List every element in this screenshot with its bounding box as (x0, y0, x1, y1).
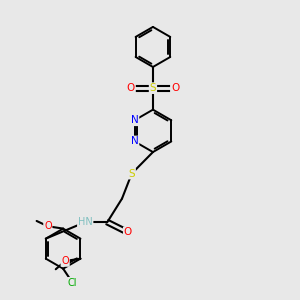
Text: N: N (131, 136, 139, 146)
Text: N: N (131, 115, 139, 125)
Text: S: S (150, 83, 156, 93)
Text: HN: HN (78, 217, 93, 227)
Text: O: O (124, 227, 132, 237)
Text: O: O (171, 83, 179, 93)
Text: S: S (128, 169, 135, 178)
Text: O: O (127, 83, 135, 93)
Text: O: O (44, 221, 52, 231)
Text: O: O (61, 256, 69, 266)
Text: Cl: Cl (68, 278, 77, 288)
